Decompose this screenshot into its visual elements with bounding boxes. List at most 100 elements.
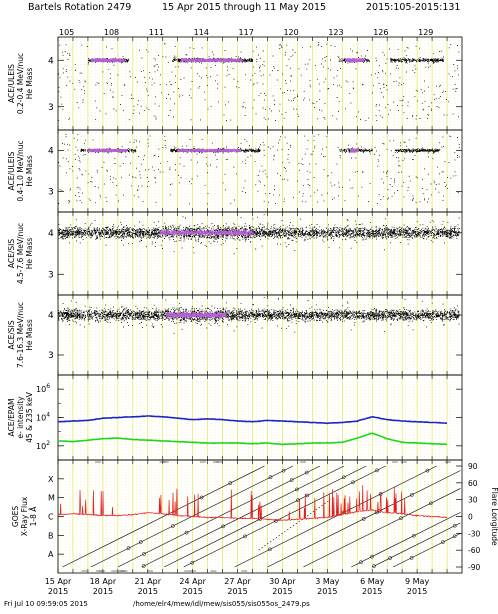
flare-marker — [452, 523, 457, 528]
panel-frame — [57, 36, 463, 131]
density-core — [345, 58, 365, 63]
flare-marker — [304, 470, 309, 475]
mass-scatter-4: 4 3 ACE/SIS 7.6-16.3 MeV/nuc He Mass — [7, 297, 462, 368]
y-axis-label: X-Ray Flux — [20, 496, 29, 536]
y-axis-label: 0.4-1.0 MeV/nuc — [16, 140, 25, 201]
flare-marker — [370, 554, 374, 559]
date-tick-label: 6 May — [360, 577, 384, 586]
y-tick-label: 4 — [48, 147, 54, 157]
flare-marker — [142, 552, 146, 556]
date-tick-year: 2015 — [93, 587, 113, 596]
longitude-tick-label: 30 — [468, 496, 478, 505]
density-core — [88, 148, 128, 153]
active-region-track — [183, 465, 386, 568]
y-tick-label: 106 — [36, 383, 50, 394]
chart-title: Bartels Rotation 2479 — [28, 2, 131, 13]
flare-marker — [425, 468, 430, 473]
flare-marker — [412, 533, 416, 538]
flare-marker — [228, 481, 233, 485]
flare-marker — [372, 564, 376, 568]
active-region-track — [117, 465, 320, 568]
density-core — [177, 148, 242, 153]
y-tick-label: 102 — [36, 440, 50, 451]
y-axis-label: e- intensity — [16, 396, 25, 439]
date-tick-year: 2015 — [227, 587, 247, 596]
flare-class-label: A — [48, 550, 54, 559]
doy-tick-label: 111 — [149, 28, 164, 37]
density-core — [165, 311, 227, 319]
y-axis-label: He Mass — [25, 68, 34, 100]
flare-marker — [388, 556, 392, 560]
flare-class-label: X — [48, 475, 54, 484]
flare-marker — [138, 540, 143, 544]
active-region-track — [393, 533, 461, 568]
flare-marker — [375, 468, 379, 473]
y-axis-label: 7.6-16.3 MeV/nuc — [16, 302, 25, 368]
doy-tick-label: 123 — [328, 28, 343, 37]
mass-scatter-2: 4 3 ACE/ULEIS 0.4-1.0 MeV/nuc He Mass — [7, 134, 462, 205]
date-tick-label: 27 Apr — [224, 577, 251, 586]
date-tick-year: 2015 — [362, 587, 382, 596]
y-tick-label: 104 — [36, 412, 50, 423]
flare-class-label: M — [48, 494, 55, 503]
date-tick-year: 2015 — [272, 587, 292, 596]
flare-marker — [184, 530, 189, 535]
doy-tick-label: 114 — [194, 28, 209, 37]
active-region-track — [372, 522, 461, 568]
y-tick-exponent: 2 — [46, 440, 50, 447]
y-axis-label: 45 & 235 keV — [25, 391, 34, 443]
y-tick-exponent: 6 — [46, 383, 50, 390]
epam-series-1 — [57, 415, 448, 425]
y-axis-label: ACE/ULEIS — [7, 64, 16, 103]
active-region-track — [164, 465, 367, 568]
flare-marker — [409, 555, 414, 560]
longitude-tick-label: -60 — [468, 546, 480, 555]
chart-date-range: 15 Apr 2015 through 11 May 2015 — [162, 2, 326, 13]
flare-marker — [359, 560, 363, 565]
date-tick-year: 2015 — [182, 587, 202, 596]
flare-marker — [428, 501, 433, 506]
right-axis-label: Flare Longitude — [490, 487, 498, 546]
y-axis-label: GOES — [11, 506, 20, 527]
active-region-track — [62, 465, 265, 568]
date-tick-year: 2015 — [317, 587, 337, 596]
y-axis-label: ACE/SIS — [7, 320, 16, 349]
active-region-track — [351, 512, 461, 568]
doy-tick-label: 126 — [373, 28, 388, 37]
active-region-track — [267, 470, 461, 568]
y-tick-label: 3 — [48, 270, 54, 280]
flare-marker — [452, 534, 457, 539]
doy-tick-label: 117 — [239, 28, 254, 37]
y-tick-exponent: 4 — [46, 412, 50, 419]
flare-marker — [289, 478, 294, 482]
flare-marker — [295, 487, 299, 492]
epam-panel: 106 104 102 ACE/EPAM e- intensity 45 & 235 ke… — [7, 383, 462, 461]
flare-marker — [190, 560, 195, 565]
y-tick-label: 3 — [48, 188, 54, 198]
flare-marker — [281, 468, 286, 473]
goes-panel: X M CB A 90 60 30 0 -30 -60 -90 Flare Longitude GOES… — [11, 461, 498, 572]
longitude-tick-label: -90 — [468, 563, 480, 572]
active-region-track — [141, 465, 344, 568]
mass-points — [58, 134, 460, 205]
date-tick-label: 24 Apr — [179, 577, 206, 586]
date-tick-label: 9 May — [405, 577, 429, 586]
y-axis-label: He Mass — [25, 238, 34, 270]
xray-flux-line — [57, 485, 448, 522]
doy-tick-label: 120 — [283, 28, 298, 37]
footer-timestamp: Fri Jul 10 09:59:05 2015 — [4, 600, 88, 608]
date-tick-label: 3 May — [315, 577, 339, 586]
flare-marker — [268, 475, 273, 480]
active-region-track — [303, 488, 461, 568]
mass-scatter-3: 4 3 ACE/SIS 4.5-7.6 MeV/nuc He Mass — [7, 214, 462, 284]
longitude-tick-label: -30 — [468, 529, 480, 538]
panel-1 — [57, 36, 463, 131]
y-axis-label: ACE/SIS — [7, 239, 16, 268]
mass-points — [58, 214, 460, 255]
date-tick-label: 30 Apr — [269, 577, 296, 586]
panel-4 — [57, 294, 463, 376]
mass-points — [58, 297, 460, 334]
flare-class-label: B — [48, 531, 54, 540]
flare-marker — [171, 524, 175, 528]
